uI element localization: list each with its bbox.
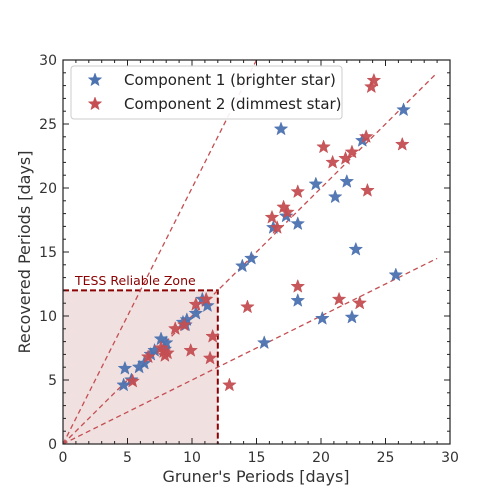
data-point-series-1: [348, 241, 364, 256]
data-point-series-1: [327, 189, 343, 204]
x-tick-label: 5: [123, 450, 132, 466]
y-axis-label: Recovered Periods [days]: [15, 150, 34, 353]
reliable-zone-label: TESS Reliable Zone: [74, 273, 196, 288]
data-point-series-1: [308, 176, 324, 191]
data-point-series-1: [117, 360, 133, 375]
y-tick-label: 15: [39, 245, 57, 261]
x-tick-label: 20: [312, 450, 330, 466]
x-axis-label: Gruner's Periods [days]: [162, 467, 349, 486]
y-tick-label: 10: [39, 309, 57, 325]
legend-box: [70, 65, 343, 120]
data-point-series-2: [358, 129, 374, 144]
data-point-series-2: [140, 349, 156, 364]
data-point-series-2: [176, 317, 192, 332]
data-point-series-1: [314, 310, 330, 325]
data-point-series-2: [325, 154, 340, 169]
legend-marker-series-1: [87, 72, 103, 87]
y-tick-label: 5: [48, 373, 57, 389]
data-point-series-2: [280, 204, 295, 219]
data-point-series-2: [222, 377, 237, 392]
data-point-series-2: [167, 321, 183, 336]
data-point-series-2: [188, 296, 204, 311]
x-tick-label: 15: [248, 450, 266, 466]
data-point-series-2: [290, 184, 306, 199]
data-point-series-1: [244, 250, 259, 265]
y-tick-label: 0: [48, 437, 57, 453]
legend-label-series-1: Component 1 (brighter star): [124, 71, 336, 89]
data-point-series-2: [240, 299, 255, 314]
data-point-series-2: [183, 342, 199, 357]
y-tick-label: 20: [39, 181, 57, 197]
reference-line-3: [63, 257, 438, 444]
reliable-zone-border: [63, 289, 219, 444]
data-point-series-2: [202, 350, 218, 365]
data-point-series-2: [205, 328, 220, 343]
legend-label-series-2: Component 2 (dimmest star): [124, 95, 342, 113]
data-point-series-1: [273, 121, 289, 136]
x-tick-label: 0: [59, 450, 68, 466]
data-point-series-2: [290, 278, 306, 293]
data-point-series-1: [396, 102, 411, 117]
data-point-series-1: [388, 267, 404, 282]
x-tick-label: 25: [377, 450, 395, 466]
data-point-series-2: [331, 291, 347, 306]
data-point-series-2: [352, 295, 368, 310]
data-point-series-1: [188, 305, 204, 320]
data-point-series-1: [344, 309, 360, 324]
data-point-series-1: [290, 216, 306, 231]
data-point-series-1: [256, 335, 272, 350]
data-point-series-2: [125, 373, 140, 388]
data-point-series-1: [290, 292, 306, 307]
data-point-series-2: [198, 291, 214, 306]
data-point-series-2: [316, 139, 331, 154]
data-point-series-2: [366, 72, 382, 87]
x-tick-label: 10: [183, 450, 201, 466]
data-point-series-2: [344, 144, 360, 159]
x-tick-label: 30: [441, 450, 459, 466]
data-point-series-2: [264, 209, 280, 224]
data-point-series-2: [360, 182, 375, 197]
legend-marker-series-2: [87, 96, 103, 111]
reference-line-1: [63, 60, 258, 444]
data-point-series-2: [269, 219, 285, 234]
y-tick-label: 30: [39, 53, 57, 69]
y-tick-label: 25: [39, 117, 57, 133]
data-point-series-2: [157, 347, 173, 362]
data-point-series-2: [394, 136, 410, 151]
data-point-series-1: [339, 173, 355, 188]
